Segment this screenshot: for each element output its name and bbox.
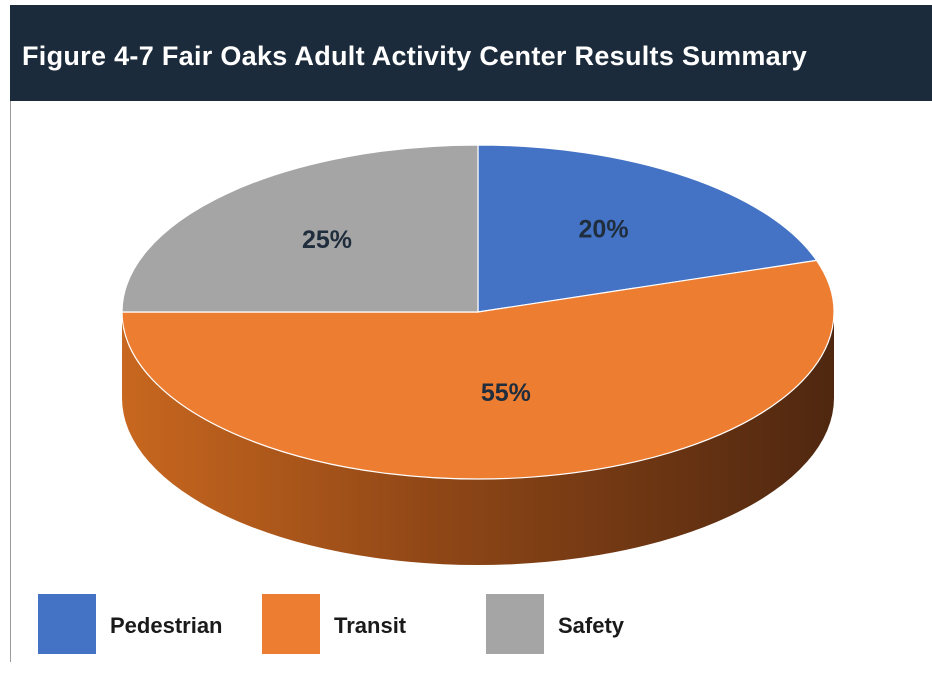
legend: Pedestrian Transit Safety — [38, 594, 625, 654]
legend-label: Transit — [334, 613, 407, 638]
pie-side — [122, 312, 834, 565]
data-label: 20% — [579, 216, 629, 244]
legend-label: Safety — [558, 613, 625, 638]
pie-slice — [477, 144, 818, 313]
pie-slice — [121, 144, 479, 313]
legend-label: Pedestrian — [110, 613, 223, 638]
pie-slice — [121, 259, 835, 480]
data-label: 55% — [481, 379, 531, 407]
header-band — [10, 5, 932, 101]
legend-swatch — [38, 594, 96, 654]
pie: 20% 55% 25% — [121, 144, 835, 565]
legend-swatch — [262, 594, 320, 654]
legend-swatch — [486, 594, 544, 654]
data-label: 25% — [302, 226, 352, 254]
chart-title: Figure 4-7 Fair Oaks Adult Activity Cent… — [22, 41, 807, 71]
